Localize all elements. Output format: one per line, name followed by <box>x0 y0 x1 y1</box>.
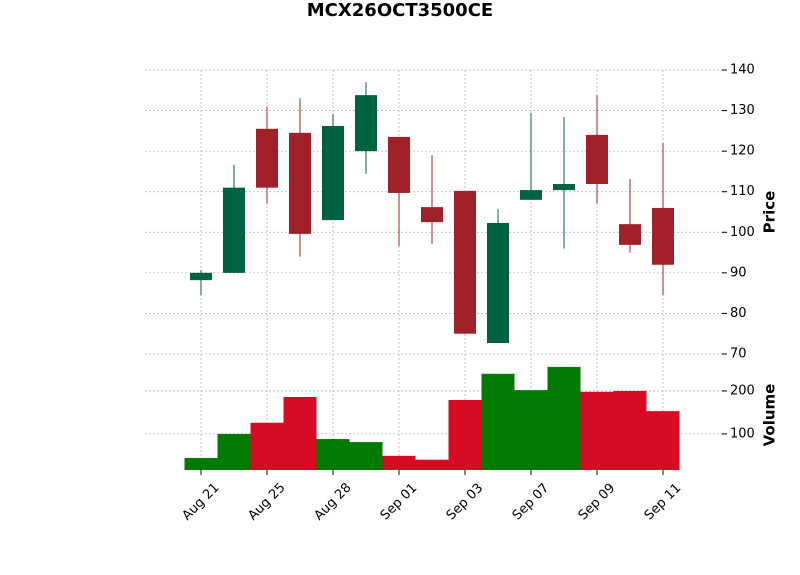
candle-body <box>388 136 410 193</box>
candle-body <box>190 272 212 281</box>
volume-bar <box>316 439 350 470</box>
x-tick-label: Sep 03 <box>444 481 487 524</box>
candle-body <box>652 207 674 265</box>
candle-body <box>223 187 245 273</box>
volume-bar <box>382 455 416 470</box>
volume-tick-label: 100 <box>730 426 755 441</box>
x-tick-label: Sep 11 <box>642 481 685 524</box>
volume-bar <box>415 459 449 470</box>
chart-title: MCX26OCT3500CE <box>307 0 493 21</box>
volume-bar <box>646 411 680 470</box>
volume-axis-label: Volume <box>761 384 779 447</box>
x-tick-label: Sep 09 <box>576 481 619 524</box>
x-tick-label: Aug 25 <box>245 480 288 523</box>
x-tick-label: Sep 07 <box>510 481 553 524</box>
volume-bar <box>481 373 515 470</box>
candle-body <box>520 190 542 200</box>
y-tick-label: 130 <box>730 103 755 118</box>
volume-bar <box>547 366 581 470</box>
candle-body <box>619 224 641 245</box>
candle-body <box>289 132 311 234</box>
volume-bar <box>349 442 383 470</box>
y-axis-label: Price <box>761 191 779 234</box>
candle-body <box>553 184 575 191</box>
x-tick-label: Aug 21 <box>179 480 222 523</box>
y-tick-label: 140 <box>730 63 755 78</box>
volume-bar <box>217 433 251 470</box>
y-tick-label: 120 <box>730 144 755 159</box>
x-tick-label: Aug 28 <box>311 480 354 523</box>
volume-bar <box>613 390 647 470</box>
candle-body <box>586 134 608 185</box>
x-tick-label: Sep 01 <box>378 481 421 524</box>
y-tick-label: 100 <box>730 225 755 240</box>
volume-bar <box>448 399 482 470</box>
volume-tick-label: 200 <box>730 383 755 398</box>
candle-body <box>454 190 476 334</box>
y-tick-label: 80 <box>730 306 747 321</box>
y-tick-label: 110 <box>730 184 755 199</box>
volume-bar <box>184 457 218 470</box>
y-tick-label: 70 <box>730 347 747 362</box>
y-tick-label: 90 <box>730 265 747 280</box>
candle-body <box>421 207 443 223</box>
volume-bar <box>514 390 548 470</box>
candle-body <box>256 128 278 188</box>
volume-bar <box>250 422 284 470</box>
volume-bar <box>580 391 614 470</box>
candle-body <box>355 95 377 152</box>
candle-body <box>487 222 509 344</box>
candle-body <box>322 125 344 221</box>
volume-bar <box>283 396 317 470</box>
